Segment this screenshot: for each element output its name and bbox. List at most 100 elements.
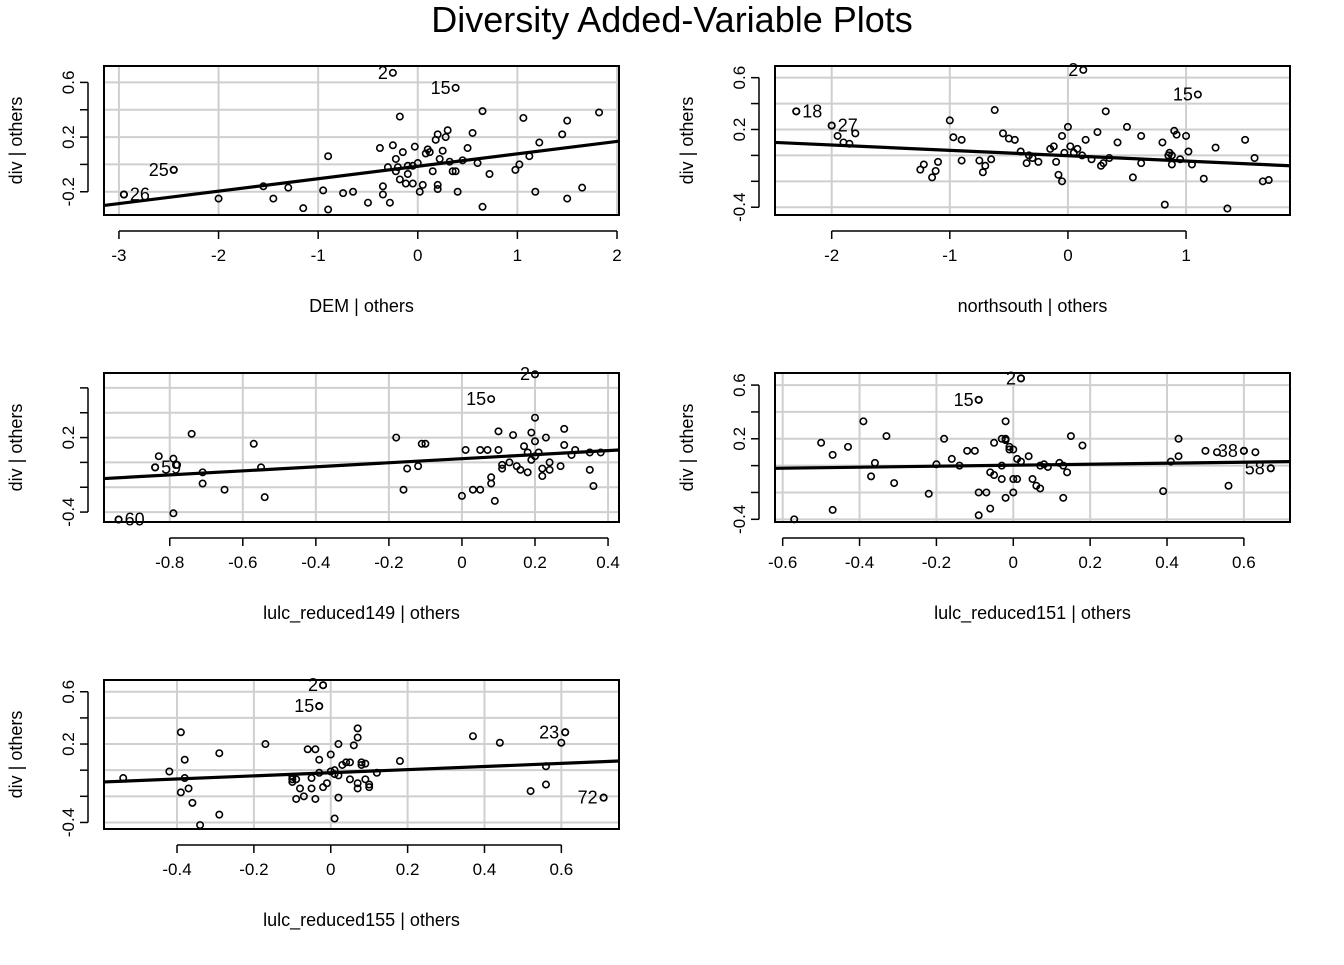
data-point (315, 702, 324, 711)
data-point (1187, 160, 1196, 169)
point-id-label: 2 (1068, 60, 1078, 80)
y-tick-label: 0.2 (59, 732, 78, 756)
data-point (1266, 464, 1275, 473)
data-point (978, 168, 987, 177)
data-point (1034, 157, 1043, 166)
y-tick-label: 0.2 (730, 427, 749, 451)
data-point (599, 793, 608, 802)
data-point (322, 779, 331, 788)
data-point (595, 108, 604, 117)
data-point (378, 190, 387, 199)
data-point (541, 780, 550, 789)
data-point (870, 458, 879, 467)
data-point (949, 133, 958, 142)
data-point (1009, 488, 1018, 497)
data-point (1167, 160, 1176, 169)
data-point (257, 463, 266, 472)
data-point (284, 183, 293, 192)
y-tick-label: -0.4 (59, 808, 78, 837)
data-point (478, 202, 487, 211)
data-point (1079, 65, 1088, 74)
data-point (435, 154, 444, 163)
data-point (176, 788, 185, 797)
data-point (981, 161, 990, 170)
data-point (391, 167, 400, 176)
data-point (1159, 487, 1168, 496)
data-point (1174, 434, 1183, 443)
data-point (545, 465, 554, 474)
data-point (545, 458, 554, 467)
fit-line (104, 759, 619, 784)
data-point (916, 165, 925, 174)
data-point (1063, 122, 1072, 131)
data-point (154, 452, 163, 461)
data-point (963, 446, 972, 455)
data-point (1160, 200, 1169, 209)
data-point (296, 784, 305, 793)
data-point (792, 107, 801, 116)
data-point (990, 471, 999, 480)
data-point (473, 159, 482, 168)
data-point (928, 173, 937, 182)
data-point (401, 179, 410, 188)
data-point (940, 434, 949, 443)
data-point (324, 152, 333, 161)
data-point (1066, 142, 1075, 151)
data-point (215, 810, 224, 819)
data-point (1166, 457, 1175, 466)
data-point (288, 775, 297, 784)
y-axis-title: div | others (677, 97, 697, 185)
data-point (261, 740, 270, 749)
data-point (1010, 135, 1019, 144)
data-point (457, 491, 466, 500)
data-point (214, 194, 223, 203)
data-point (990, 438, 999, 447)
data-point (151, 463, 160, 472)
data-point (1223, 204, 1232, 213)
data-point (392, 433, 401, 442)
data-point (828, 505, 837, 514)
data-point (451, 83, 460, 92)
data-point (410, 142, 419, 151)
data-point (563, 116, 572, 125)
data-point (515, 160, 524, 169)
x-tick-label: -2 (824, 246, 839, 265)
y-tick-label: -0.4 (730, 193, 749, 222)
data-point (523, 468, 532, 477)
data-point (388, 68, 397, 77)
data-point (324, 205, 333, 214)
x-tick-label: 0.2 (523, 553, 547, 572)
data-point (560, 424, 569, 433)
data-point (525, 152, 534, 161)
y-tick-label: 0.6 (730, 66, 749, 90)
data-point (260, 493, 269, 502)
y-tick-label: 0.6 (59, 71, 78, 95)
data-point (526, 787, 535, 796)
data-point (955, 461, 964, 470)
data-point (303, 745, 312, 754)
data-point (1066, 432, 1075, 441)
data-point (425, 148, 434, 157)
data-point (1239, 446, 1248, 455)
data-point (417, 439, 426, 448)
data-point (448, 167, 457, 176)
data-point (535, 138, 544, 147)
data-point (345, 775, 354, 784)
data-point (974, 488, 983, 497)
data-point (523, 448, 532, 457)
x-axis-title: northsouth | others (958, 296, 1108, 316)
data-point (413, 159, 422, 168)
point-id-label: 59 (161, 457, 181, 477)
data-point (363, 198, 372, 207)
data-point (169, 509, 178, 518)
data-point (485, 169, 494, 178)
data-point (403, 169, 412, 178)
data-point (433, 130, 442, 139)
data-point (585, 448, 594, 457)
data-point (1176, 155, 1185, 164)
data-point (487, 395, 496, 404)
data-point (395, 757, 404, 766)
y-tick-label: -0.4 (59, 497, 78, 526)
point-id-label: 2 (520, 364, 530, 384)
data-point (997, 434, 1006, 443)
